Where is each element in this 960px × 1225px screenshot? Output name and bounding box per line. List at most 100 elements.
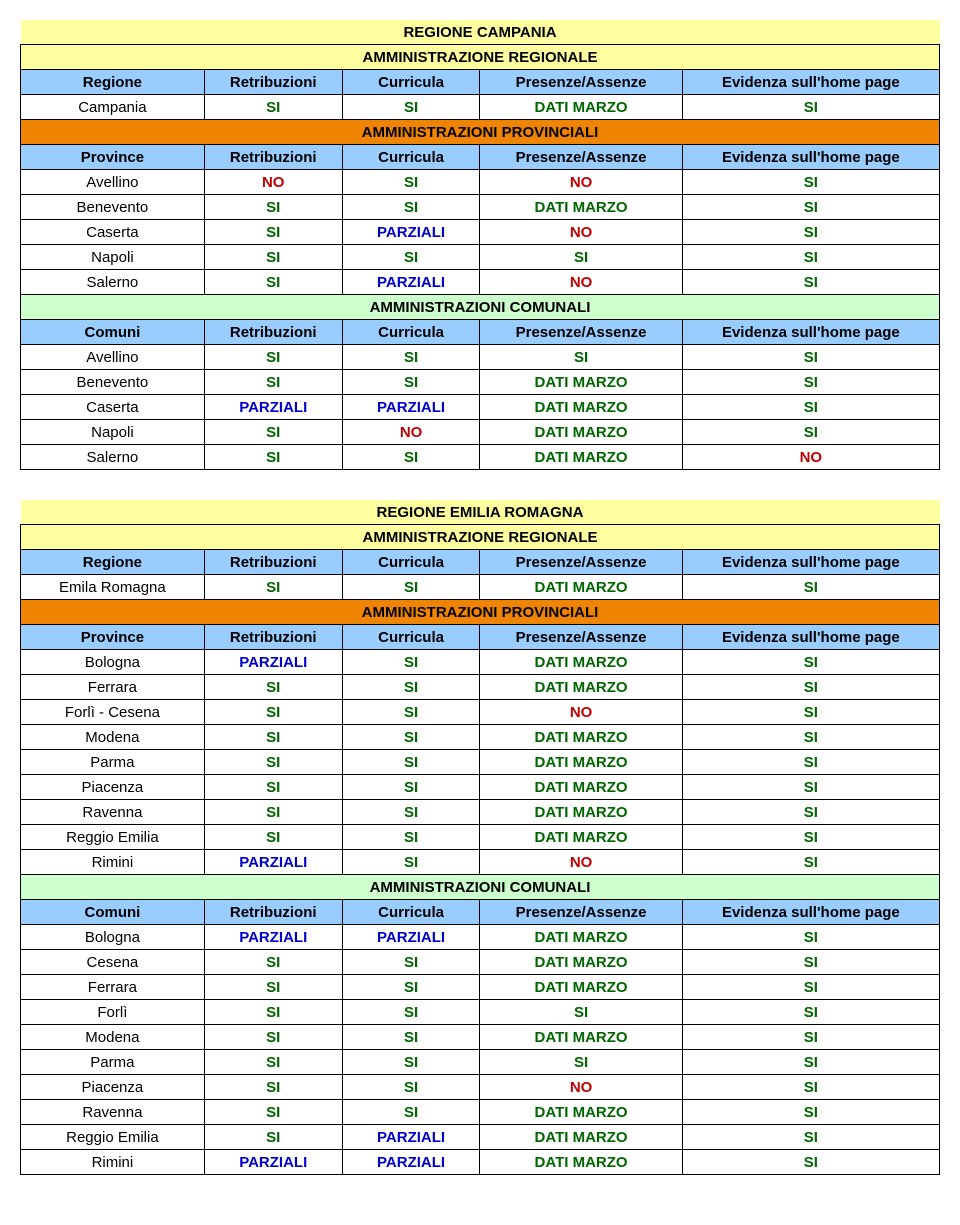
- hdr-retribuzioni: Retribuzioni: [204, 70, 342, 95]
- value-cell: SI: [342, 1025, 480, 1050]
- value-cell: SI: [682, 95, 939, 120]
- row-name: Salerno: [21, 270, 205, 295]
- table-row: Reggio EmiliaSIPARZIALIDATI MARZOSI: [21, 1125, 940, 1150]
- admin-prov-title: AMMINISTRAZIONI PROVINCIALI: [21, 600, 940, 625]
- table-row: Emila RomagnaSISIDATI MARZOSI: [21, 575, 940, 600]
- value-cell: SI: [342, 750, 480, 775]
- value-cell: DATI MARZO: [480, 195, 682, 220]
- value-cell: PARZIALI: [204, 1150, 342, 1175]
- province-header-row: Province Retribuzioni Curricula Presenze…: [21, 145, 940, 170]
- value-cell: DATI MARZO: [480, 650, 682, 675]
- row-name: Bologna: [21, 925, 205, 950]
- value-cell: SI: [682, 775, 939, 800]
- value-cell: PARZIALI: [204, 650, 342, 675]
- value-cell: SI: [682, 975, 939, 1000]
- row-name: Piacenza: [21, 775, 205, 800]
- value-cell: SI: [480, 1000, 682, 1025]
- table-row: NapoliSINODATI MARZOSI: [21, 420, 940, 445]
- value-cell: SI: [682, 420, 939, 445]
- row-name: Benevento: [21, 370, 205, 395]
- value-cell: NO: [480, 850, 682, 875]
- value-cell: NO: [342, 420, 480, 445]
- value-cell: SI: [204, 1125, 342, 1150]
- hdr-curricula: Curricula: [342, 70, 480, 95]
- region-header-row: Regione Retribuzioni Curricula Presenze/…: [21, 550, 940, 575]
- value-cell: SI: [342, 370, 480, 395]
- value-cell: DATI MARZO: [480, 725, 682, 750]
- value-cell: SI: [682, 370, 939, 395]
- table-row: RiminiPARZIALISINOSI: [21, 850, 940, 875]
- emilia-provinces-body: BolognaPARZIALISIDATI MARZOSIFerraraSISI…: [21, 650, 940, 875]
- value-cell: NO: [480, 700, 682, 725]
- value-cell: SI: [682, 825, 939, 850]
- table-row: AvellinoSISISISI: [21, 345, 940, 370]
- value-cell: DATI MARZO: [480, 775, 682, 800]
- value-cell: DATI MARZO: [480, 950, 682, 975]
- row-name: Rimini: [21, 1150, 205, 1175]
- value-cell: SI: [682, 1050, 939, 1075]
- value-cell: PARZIALI: [204, 925, 342, 950]
- value-cell: DATI MARZO: [480, 1125, 682, 1150]
- row-name: Reggio Emilia: [21, 1125, 205, 1150]
- value-cell: SI: [480, 245, 682, 270]
- value-cell: SI: [204, 950, 342, 975]
- campania-comuni-body: AvellinoSISISISIBeneventoSISIDATI MARZOS…: [21, 345, 940, 470]
- value-cell: SI: [342, 675, 480, 700]
- value-cell: SI: [204, 750, 342, 775]
- table-row: NapoliSISISISI: [21, 245, 940, 270]
- value-cell: PARZIALI: [342, 220, 480, 245]
- value-cell: SI: [342, 650, 480, 675]
- value-cell: SI: [342, 975, 480, 1000]
- value-cell: SI: [342, 170, 480, 195]
- value-cell: DATI MARZO: [480, 95, 682, 120]
- row-name: Caserta: [21, 395, 205, 420]
- value-cell: SI: [204, 975, 342, 1000]
- value-cell: SI: [204, 420, 342, 445]
- value-cell: SI: [204, 825, 342, 850]
- value-cell: DATI MARZO: [480, 445, 682, 470]
- value-cell: SI: [682, 1150, 939, 1175]
- value-cell: SI: [342, 445, 480, 470]
- table-row: BolognaPARZIALIPARZIALIDATI MARZOSI: [21, 925, 940, 950]
- row-name: Campania: [21, 95, 205, 120]
- value-cell: SI: [342, 800, 480, 825]
- row-name: Parma: [21, 750, 205, 775]
- value-cell: SI: [204, 220, 342, 245]
- value-cell: SI: [682, 925, 939, 950]
- value-cell: DATI MARZO: [480, 825, 682, 850]
- admin-reg-title: AMMINISTRAZIONE REGIONALE: [21, 45, 940, 70]
- value-cell: SI: [204, 1050, 342, 1075]
- value-cell: SI: [204, 270, 342, 295]
- value-cell: SI: [342, 1100, 480, 1125]
- table-row: ParmaSISISISI: [21, 1050, 940, 1075]
- value-cell: DATI MARZO: [480, 975, 682, 1000]
- value-cell: SI: [682, 1125, 939, 1150]
- value-cell: SI: [480, 345, 682, 370]
- value-cell: PARZIALI: [204, 395, 342, 420]
- row-name: Piacenza: [21, 1075, 205, 1100]
- value-cell: SI: [342, 825, 480, 850]
- row-name: Ravenna: [21, 1100, 205, 1125]
- campania-region-body: CampaniaSISIDATI MARZOSI: [21, 95, 940, 120]
- table-row: ModenaSISIDATI MARZOSI: [21, 1025, 940, 1050]
- value-cell: DATI MARZO: [480, 800, 682, 825]
- hdr-evidenza: Evidenza sull'home page: [682, 70, 939, 95]
- value-cell: SI: [682, 270, 939, 295]
- table-row: SalernoSISIDATI MARZONO: [21, 445, 940, 470]
- row-name: Rimini: [21, 850, 205, 875]
- value-cell: DATI MARZO: [480, 575, 682, 600]
- value-cell: SI: [682, 950, 939, 975]
- row-name: Forlì: [21, 1000, 205, 1025]
- admin-reg-title: AMMINISTRAZIONE REGIONALE: [21, 525, 940, 550]
- table-row: SalernoSIPARZIALINOSI: [21, 270, 940, 295]
- value-cell: SI: [204, 195, 342, 220]
- hdr-province: Province: [21, 145, 205, 170]
- value-cell: SI: [204, 345, 342, 370]
- value-cell: SI: [342, 575, 480, 600]
- value-cell: SI: [342, 950, 480, 975]
- row-name: Avellino: [21, 345, 205, 370]
- value-cell: SI: [682, 750, 939, 775]
- value-cell: SI: [682, 1000, 939, 1025]
- table-row: RiminiPARZIALIPARZIALIDATI MARZOSI: [21, 1150, 940, 1175]
- value-cell: SI: [204, 370, 342, 395]
